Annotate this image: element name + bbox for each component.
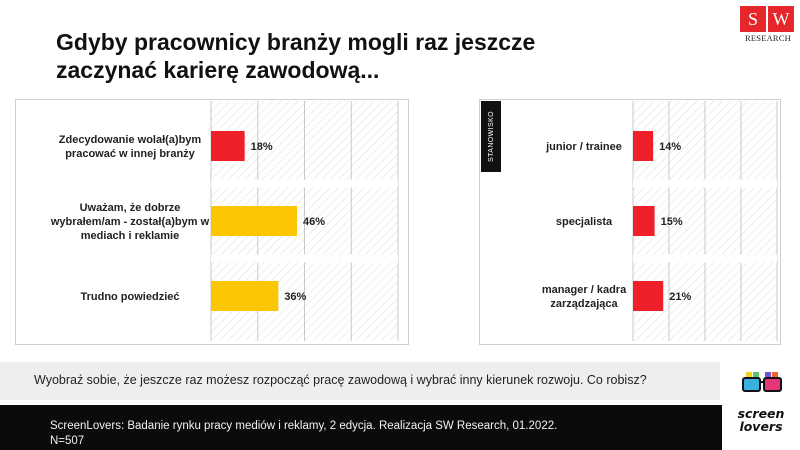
- category-label-position-2: specjalista: [556, 216, 613, 228]
- category-label-overall-1: Zdecydowanie wolał(a)bym pracować w innej…: [59, 134, 202, 160]
- row-separator-overall: [211, 179, 398, 188]
- bar-position-3: [633, 281, 664, 311]
- bar-overall-1: [211, 131, 245, 161]
- wordmark-line-2: lovers: [739, 419, 783, 434]
- category-label-line: junior / trainee: [545, 141, 622, 153]
- category-label-line: wybrałem/am - został(a)bym w: [50, 216, 210, 228]
- screenlovers-logo: screen lovers: [722, 362, 800, 450]
- row-separator-overall: [211, 254, 398, 263]
- bar-overall-2: [211, 206, 298, 236]
- category-label-position-1: junior / trainee: [545, 141, 622, 153]
- footer: ScreenLovers: Badanie rynku pracy mediów…: [0, 405, 800, 450]
- category-label-line: Trudno powiedzieć: [80, 291, 179, 303]
- category-label-line: mediach i reklamie: [81, 230, 179, 242]
- glasses-icon: [742, 372, 782, 392]
- sw-research-logo: S W RESEARCH: [740, 6, 796, 43]
- row-separator-position: [633, 179, 777, 188]
- bar-position-2: [633, 206, 655, 236]
- row-separator-position: [633, 254, 777, 263]
- category-label-line: pracować w innej branży: [65, 148, 195, 160]
- category-label-overall-2: Uważam, że dobrze wybrałem/am - został(a)…: [50, 202, 210, 242]
- category-label-line: manager / kadra: [542, 284, 627, 296]
- page-title: Gdyby pracownicy branży mogli raz jeszcz…: [56, 29, 536, 83]
- value-label-overall-2: 46%: [303, 216, 325, 228]
- bar-overall-3: [211, 281, 279, 311]
- value-label-overall-1: 18%: [251, 141, 273, 153]
- category-label-position-3: manager / kadra zarządzająca: [542, 284, 627, 310]
- value-label-position-3: 21%: [669, 291, 691, 303]
- category-label-line: Uważam, że dobrze: [80, 202, 181, 214]
- section-label-position: STANOWISKO: [481, 101, 501, 172]
- logo-research-text: RESEARCH: [745, 33, 791, 43]
- question-bar: Wyobraź sobie, że jeszcze raz możesz roz…: [0, 362, 720, 400]
- category-label-overall-3: Trudno powiedzieć: [80, 291, 179, 303]
- category-label-line: Zdecydowanie wolał(a)bym: [59, 134, 202, 146]
- wordmark-line-1: screen: [737, 406, 785, 421]
- bar-position-1: [633, 131, 654, 161]
- logo-letter-s: S: [740, 6, 766, 32]
- value-label-position-1: 14%: [659, 141, 681, 153]
- footer-note: ScreenLovers: Badanie rynku pracy mediów…: [50, 420, 558, 447]
- value-label-position-2: 15%: [661, 216, 683, 228]
- category-label-line: specjalista: [556, 216, 613, 228]
- category-label-line: zarządzająca: [550, 298, 618, 310]
- value-label-overall-3: 36%: [284, 291, 306, 303]
- logo-letter-w: W: [768, 6, 794, 32]
- question-text: Wyobraź sobie, że jeszcze raz możesz roz…: [34, 373, 647, 387]
- screenlovers-wordmark: screen lovers: [728, 407, 794, 433]
